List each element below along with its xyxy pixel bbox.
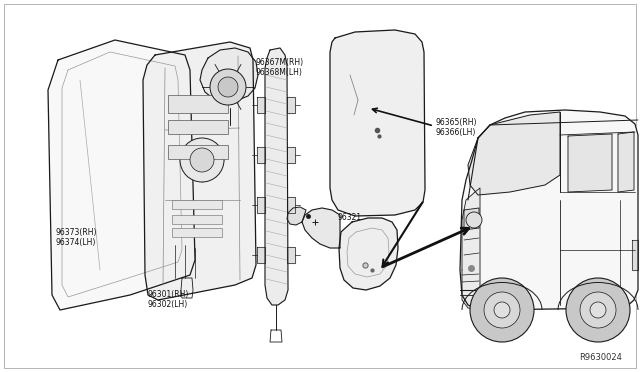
Text: R9630024: R9630024 xyxy=(579,353,622,362)
Polygon shape xyxy=(257,147,265,163)
Polygon shape xyxy=(257,197,265,213)
Bar xyxy=(168,145,228,159)
Circle shape xyxy=(218,77,238,97)
Polygon shape xyxy=(339,218,398,290)
Text: 96365(RH)
96366(LH): 96365(RH) 96366(LH) xyxy=(435,118,477,137)
Polygon shape xyxy=(462,188,480,310)
Circle shape xyxy=(580,292,616,328)
Polygon shape xyxy=(200,48,258,102)
Polygon shape xyxy=(464,208,479,230)
Circle shape xyxy=(484,292,520,328)
Bar xyxy=(172,228,222,237)
Polygon shape xyxy=(618,132,634,192)
Polygon shape xyxy=(287,247,295,263)
Bar xyxy=(172,215,222,224)
Polygon shape xyxy=(302,208,340,248)
Circle shape xyxy=(190,148,214,172)
Circle shape xyxy=(210,69,246,105)
Bar xyxy=(172,200,222,209)
Text: 96301(RH)
96302(LH): 96301(RH) 96302(LH) xyxy=(148,290,189,310)
Circle shape xyxy=(466,212,482,228)
Polygon shape xyxy=(568,134,612,192)
Text: 96367M(RH)
96368M(LH): 96367M(RH) 96368M(LH) xyxy=(255,58,303,77)
Circle shape xyxy=(566,278,630,342)
Polygon shape xyxy=(287,207,306,225)
Polygon shape xyxy=(287,197,295,213)
Circle shape xyxy=(180,138,224,182)
Bar xyxy=(168,120,228,134)
Polygon shape xyxy=(468,112,560,195)
Polygon shape xyxy=(287,147,295,163)
Polygon shape xyxy=(265,48,288,305)
Polygon shape xyxy=(287,97,295,113)
Polygon shape xyxy=(632,240,638,270)
Polygon shape xyxy=(330,30,425,216)
Text: 96373(RH)
96374(LH): 96373(RH) 96374(LH) xyxy=(55,228,97,247)
Circle shape xyxy=(494,302,510,318)
Polygon shape xyxy=(143,42,256,300)
Polygon shape xyxy=(48,40,195,310)
Polygon shape xyxy=(460,110,638,310)
Polygon shape xyxy=(257,97,265,113)
Circle shape xyxy=(470,278,534,342)
Text: 96321: 96321 xyxy=(337,213,361,222)
Bar xyxy=(168,95,228,113)
Polygon shape xyxy=(257,247,265,263)
Circle shape xyxy=(590,302,606,318)
